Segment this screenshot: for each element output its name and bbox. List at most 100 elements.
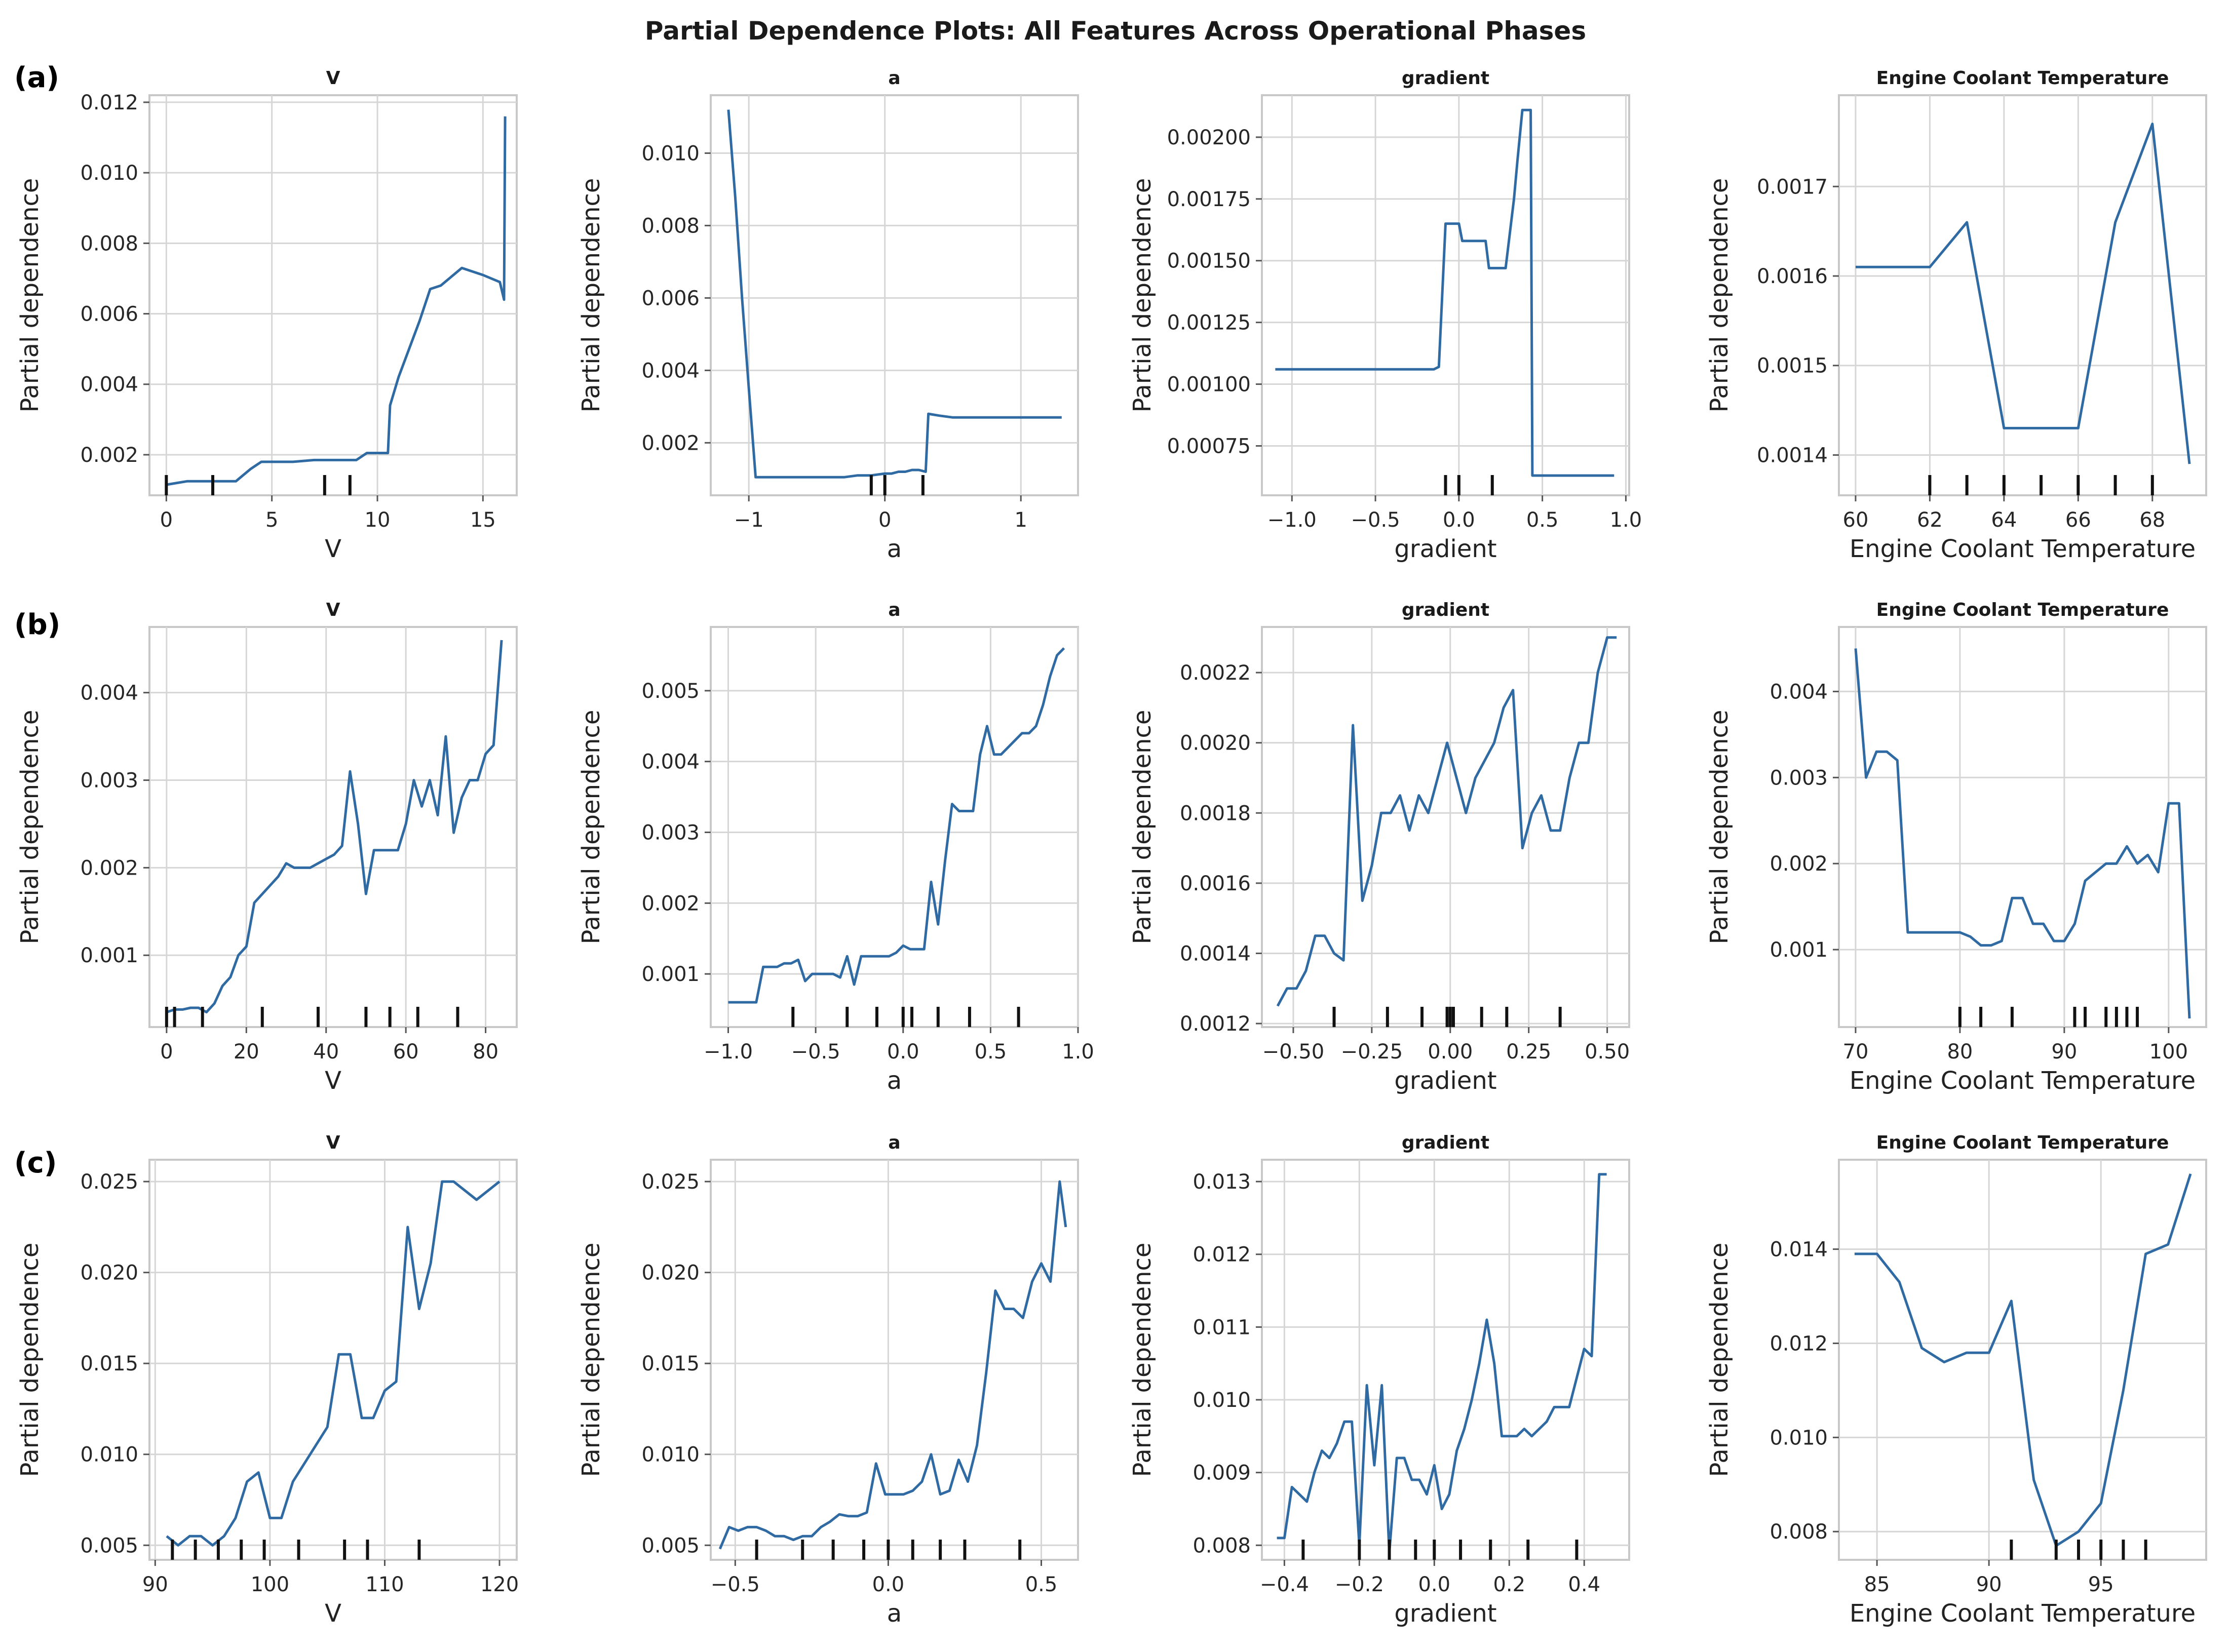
y-tick-label: 0.0022 xyxy=(1180,661,1251,685)
plot-area xyxy=(710,1159,1079,1561)
y-axis-label: Partial dependence xyxy=(577,710,605,945)
y-tick-label: 0.004 xyxy=(80,682,138,705)
x-tick-label: 90 xyxy=(142,1573,168,1596)
x-tick-label: 0.25 xyxy=(1506,1040,1551,1064)
x-tick-label: 100 xyxy=(251,1573,289,1596)
y-tick-label: 0.00150 xyxy=(1167,250,1251,273)
y-tick-label: 0.006 xyxy=(80,303,138,326)
y-tick-label: 0.020 xyxy=(80,1262,138,1285)
y-tick-label: 0.0014 xyxy=(1757,444,1828,467)
y-axis-label: Partial dependence xyxy=(577,1243,605,1477)
y-tick-label: 0.00125 xyxy=(1167,311,1251,335)
y-tick-label: 0.004 xyxy=(80,373,138,397)
x-tick-label: −0.4 xyxy=(1260,1573,1309,1596)
y-tick-label: 0.001 xyxy=(641,963,700,986)
y-tick-label: 0.013 xyxy=(1193,1170,1251,1194)
subplot-2-3: −0.50 −0.25 0.00 0.25 0.50 0.0012 0.0014 0.0016… xyxy=(1128,600,1630,1095)
subplot-grid: 0 5 10 150.0020.0040.0060.0080.0100.012VVPa… xyxy=(16,68,2207,1628)
x-tick-label: 0.0 xyxy=(872,1573,905,1596)
x-tick-label: 95 xyxy=(2088,1573,2114,1596)
x-axis-label: Engine Coolant Temperature xyxy=(1850,535,2196,563)
y-tick-label: 0.0015 xyxy=(1757,355,1828,378)
x-tick-label: 0.5 xyxy=(1526,508,1559,532)
y-tick-label: 0.0014 xyxy=(1180,942,1251,965)
subplot-title: V xyxy=(326,68,340,89)
x-tick-label: −0.50 xyxy=(1262,1040,1325,1064)
y-tick-label: 0.002 xyxy=(1770,852,1828,876)
x-tick-label: −0.2 xyxy=(1335,1573,1384,1596)
subplot-title: gradient xyxy=(1402,68,1489,89)
x-tick-label: 100 xyxy=(2149,1040,2188,1064)
y-tick-label: 0.010 xyxy=(80,162,138,185)
y-tick-label: 0.005 xyxy=(80,1534,138,1557)
pd-series-line xyxy=(1856,123,2191,464)
y-tick-label: 0.0020 xyxy=(1180,732,1251,755)
x-tick-label: −1.0 xyxy=(1267,508,1317,532)
x-tick-label: −0.5 xyxy=(1351,508,1400,532)
y-tick-label: 0.010 xyxy=(80,1443,138,1467)
x-tick-label: 90 xyxy=(1976,1573,2002,1596)
y-axis-label: Partial dependence xyxy=(1128,710,1157,945)
x-tick-label: 15 xyxy=(470,508,496,532)
x-tick-label: 0.5 xyxy=(1025,1573,1058,1596)
x-tick-label: −0.5 xyxy=(791,1040,840,1064)
row-label-c: (c) xyxy=(14,1147,57,1179)
y-tick-label: 0.0012 xyxy=(1180,1012,1251,1036)
x-tick-label: 1 xyxy=(1014,508,1027,532)
pd-series-line xyxy=(166,640,503,1014)
x-axis-label: Engine Coolant Temperature xyxy=(1850,1067,2196,1095)
pd-series-line xyxy=(1854,1173,2192,1547)
y-axis-label: Partial dependence xyxy=(1705,178,1734,413)
x-tick-label: 0.0 xyxy=(887,1040,919,1064)
x-tick-label: 90 xyxy=(2051,1040,2077,1064)
x-tick-label: 1.0 xyxy=(1610,508,1642,532)
subplot-title: Engine Coolant Temperature xyxy=(1876,68,2169,89)
plot-area xyxy=(1838,94,2207,496)
x-tick-label: 80 xyxy=(1947,1040,1973,1064)
x-tick-label: 0.0 xyxy=(1418,1573,1450,1596)
subplot-2-4: 70 80 90 100 0.001 0.002 0.003 0.004 Engine Cool… xyxy=(1705,600,2207,1095)
x-tick-label: 1.0 xyxy=(1062,1040,1094,1064)
plot-area xyxy=(710,626,1079,1028)
x-axis-label: a xyxy=(887,1067,902,1095)
y-tick-label: 0.025 xyxy=(80,1170,138,1194)
y-axis-label: Partial dependence xyxy=(1128,178,1157,413)
y-tick-label: 0.004 xyxy=(1770,680,1828,703)
y-tick-label: 0.025 xyxy=(641,1170,700,1194)
row-label-a: (a) xyxy=(14,61,59,94)
y-tick-label: 0.015 xyxy=(641,1352,700,1375)
x-tick-label: 70 xyxy=(1843,1040,1869,1064)
y-tick-label: 0.004 xyxy=(641,751,700,774)
x-tick-label: 0 xyxy=(160,508,173,532)
y-tick-label: 0.0017 xyxy=(1757,175,1828,199)
y-tick-label: 0.0016 xyxy=(1180,872,1251,895)
y-tick-label: 0.001 xyxy=(80,944,138,967)
pd-series-line xyxy=(1854,648,2191,1019)
y-tick-label: 0.008 xyxy=(1193,1534,1251,1557)
plot-area xyxy=(148,626,518,1028)
x-tick-label: −0.25 xyxy=(1341,1040,1403,1064)
y-tick-label: 0.00200 xyxy=(1167,126,1251,149)
pd-series-line xyxy=(1277,1173,1607,1554)
x-axis-label: V xyxy=(325,1067,341,1095)
subplot-3-2: −0.5 0.0 0.5 0.005 0.010 0.015 0.020 0.025 a a Par… xyxy=(577,1132,1079,1628)
y-tick-label: 0.012 xyxy=(80,91,138,114)
y-tick-label: 0.00075 xyxy=(1167,435,1251,458)
x-tick-label: −1.0 xyxy=(704,1040,753,1064)
row-label-b: (b) xyxy=(14,608,60,641)
subplot-1-3: −1.0 −0.5 0.0 0.5 1.0 0.00075 0.00100 0.00125 0.… xyxy=(1128,68,1642,563)
y-axis-label: Partial dependence xyxy=(577,178,605,413)
plot-area xyxy=(148,1159,518,1561)
y-tick-label: 0.015 xyxy=(80,1352,138,1375)
x-tick-label: −1 xyxy=(734,508,764,532)
pd-series-line xyxy=(727,109,1062,479)
x-axis-label: V xyxy=(325,1599,341,1628)
subplot-title: a xyxy=(888,600,900,620)
y-tick-label: 0.008 xyxy=(1770,1520,1828,1544)
y-tick-label: 0.010 xyxy=(641,1443,700,1467)
y-tick-label: 0.008 xyxy=(641,214,700,238)
y-tick-label: 0.002 xyxy=(80,444,138,467)
subplot-1-4: 60 62 64 66 68 0.0014 0.0015 0.0016 0.0017 Engine… xyxy=(1705,68,2207,563)
pd-series-line xyxy=(728,647,1065,1004)
y-tick-label: 0.012 xyxy=(1193,1243,1251,1267)
